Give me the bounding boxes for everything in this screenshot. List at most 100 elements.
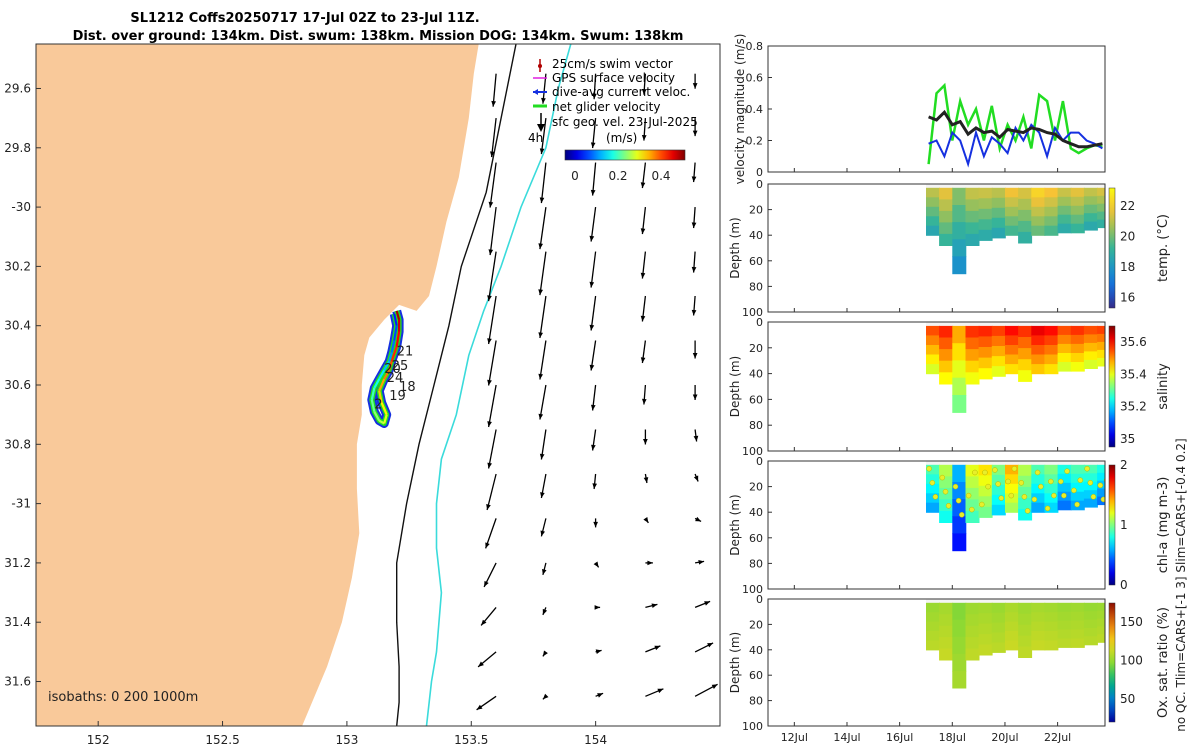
section-cell — [1044, 364, 1059, 375]
colorbar-tick: 35.6 — [1120, 335, 1147, 349]
current-vector — [593, 561, 600, 568]
chl-sample-dot — [965, 492, 972, 499]
map-ytick: 29.8 — [4, 141, 31, 155]
section-cell — [939, 625, 954, 638]
chl-sample-dot — [959, 512, 965, 518]
current-vector — [488, 207, 497, 256]
section-cell — [1057, 214, 1072, 225]
section-cell — [1097, 602, 1105, 612]
section-cell — [952, 619, 967, 638]
section-cell — [1057, 343, 1072, 354]
section-cell — [991, 642, 1006, 653]
section-cell — [1070, 343, 1085, 354]
section-cell — [1057, 325, 1072, 336]
section-cell — [991, 632, 1006, 643]
map-ytick: 31.2 — [4, 556, 31, 570]
day-label: 24 — [387, 371, 404, 386]
current-vector — [540, 518, 547, 537]
current-vector — [641, 118, 647, 141]
section-cell — [1044, 483, 1059, 494]
section-cell — [926, 464, 940, 475]
current-vector — [693, 429, 699, 442]
current-vector — [645, 645, 661, 653]
track-segment — [378, 390, 383, 404]
section-cell — [1083, 204, 1098, 214]
section-cell — [1070, 629, 1085, 639]
legend-gps-velocity: GPS surface velocity — [552, 71, 675, 85]
legend-geo-velocity: sfc geo. vel. 23-Jul-2025 — [552, 115, 698, 129]
track-segment — [393, 325, 398, 341]
section-cell — [1031, 335, 1046, 346]
current-vector — [477, 651, 497, 668]
section-cell — [1057, 629, 1072, 639]
surface-band — [925, 184, 1105, 188]
salinity-section: 0 20 40 60 80 100 35 35.2 35.4 35.6 salinity Depth … — [728, 316, 1171, 458]
section-cell — [1005, 474, 1019, 485]
track-segment — [388, 352, 393, 362]
section-cell — [926, 197, 940, 208]
current-vector — [589, 295, 597, 331]
section-cell — [1031, 354, 1046, 365]
section-cell — [1057, 223, 1072, 234]
section-cell — [1005, 354, 1019, 365]
section-cell — [991, 622, 1006, 634]
section-cell — [1057, 464, 1072, 475]
current-vector — [692, 340, 698, 359]
section-cell — [952, 377, 967, 396]
section-cell — [939, 648, 954, 661]
isobath-1000m — [425, 44, 572, 726]
panel-ytick: 0 — [756, 455, 763, 468]
current-vector — [692, 385, 698, 400]
section-cell — [1070, 611, 1085, 622]
section-cell — [926, 621, 940, 632]
map-ytick: 31.4 — [4, 615, 31, 629]
section-cell — [1005, 216, 1019, 227]
panel-ytick: 80 — [749, 419, 763, 432]
current-vector — [487, 251, 497, 302]
surface-band — [925, 599, 1105, 603]
colorbar-tick: 16 — [1120, 290, 1135, 304]
section-cell — [939, 614, 954, 627]
chl-sample-dot — [998, 495, 1005, 501]
section-cell — [1070, 325, 1085, 336]
section-cell — [939, 637, 954, 650]
track-segment — [393, 313, 398, 326]
section-cell — [1044, 602, 1059, 613]
section-cell — [1031, 621, 1046, 632]
current-vector — [542, 650, 548, 657]
section-cell — [1005, 631, 1019, 641]
current-vector — [591, 429, 597, 451]
section-cell — [1044, 187, 1059, 198]
current-vector — [691, 295, 697, 316]
section-cell — [952, 187, 967, 206]
chl-sample-dot — [1058, 478, 1064, 485]
chl-sample-dot — [1048, 478, 1054, 485]
time-xtick: 12Jul — [781, 731, 808, 744]
section-cell — [1031, 345, 1046, 356]
chl-sample-dot — [1074, 501, 1080, 508]
section-cell — [1005, 621, 1019, 632]
section-cell — [1018, 646, 1033, 658]
section-cell — [952, 516, 967, 535]
section-cell — [926, 364, 940, 375]
section-cell — [1018, 187, 1033, 200]
current-vector — [480, 606, 497, 626]
section-cell — [1031, 216, 1046, 227]
title-line-2: Dist. over ground: 134km. Dist. swum: 13… — [73, 29, 684, 44]
colorbar-tick-1: 0.2 — [608, 169, 627, 183]
current-vector — [476, 695, 497, 711]
section-cell — [939, 337, 954, 350]
day-label: 19 — [389, 389, 406, 404]
current-vector — [539, 429, 547, 460]
section-cell — [991, 325, 1006, 337]
day-label: 2 — [374, 398, 382, 413]
section-cell — [1083, 636, 1098, 646]
surface-band — [925, 322, 1105, 326]
section-cell — [1097, 618, 1105, 628]
section-cell — [1044, 345, 1059, 356]
section-cell — [1097, 219, 1105, 229]
time-xtick: 22Jul — [1044, 731, 1071, 744]
section-cell — [991, 207, 1006, 219]
